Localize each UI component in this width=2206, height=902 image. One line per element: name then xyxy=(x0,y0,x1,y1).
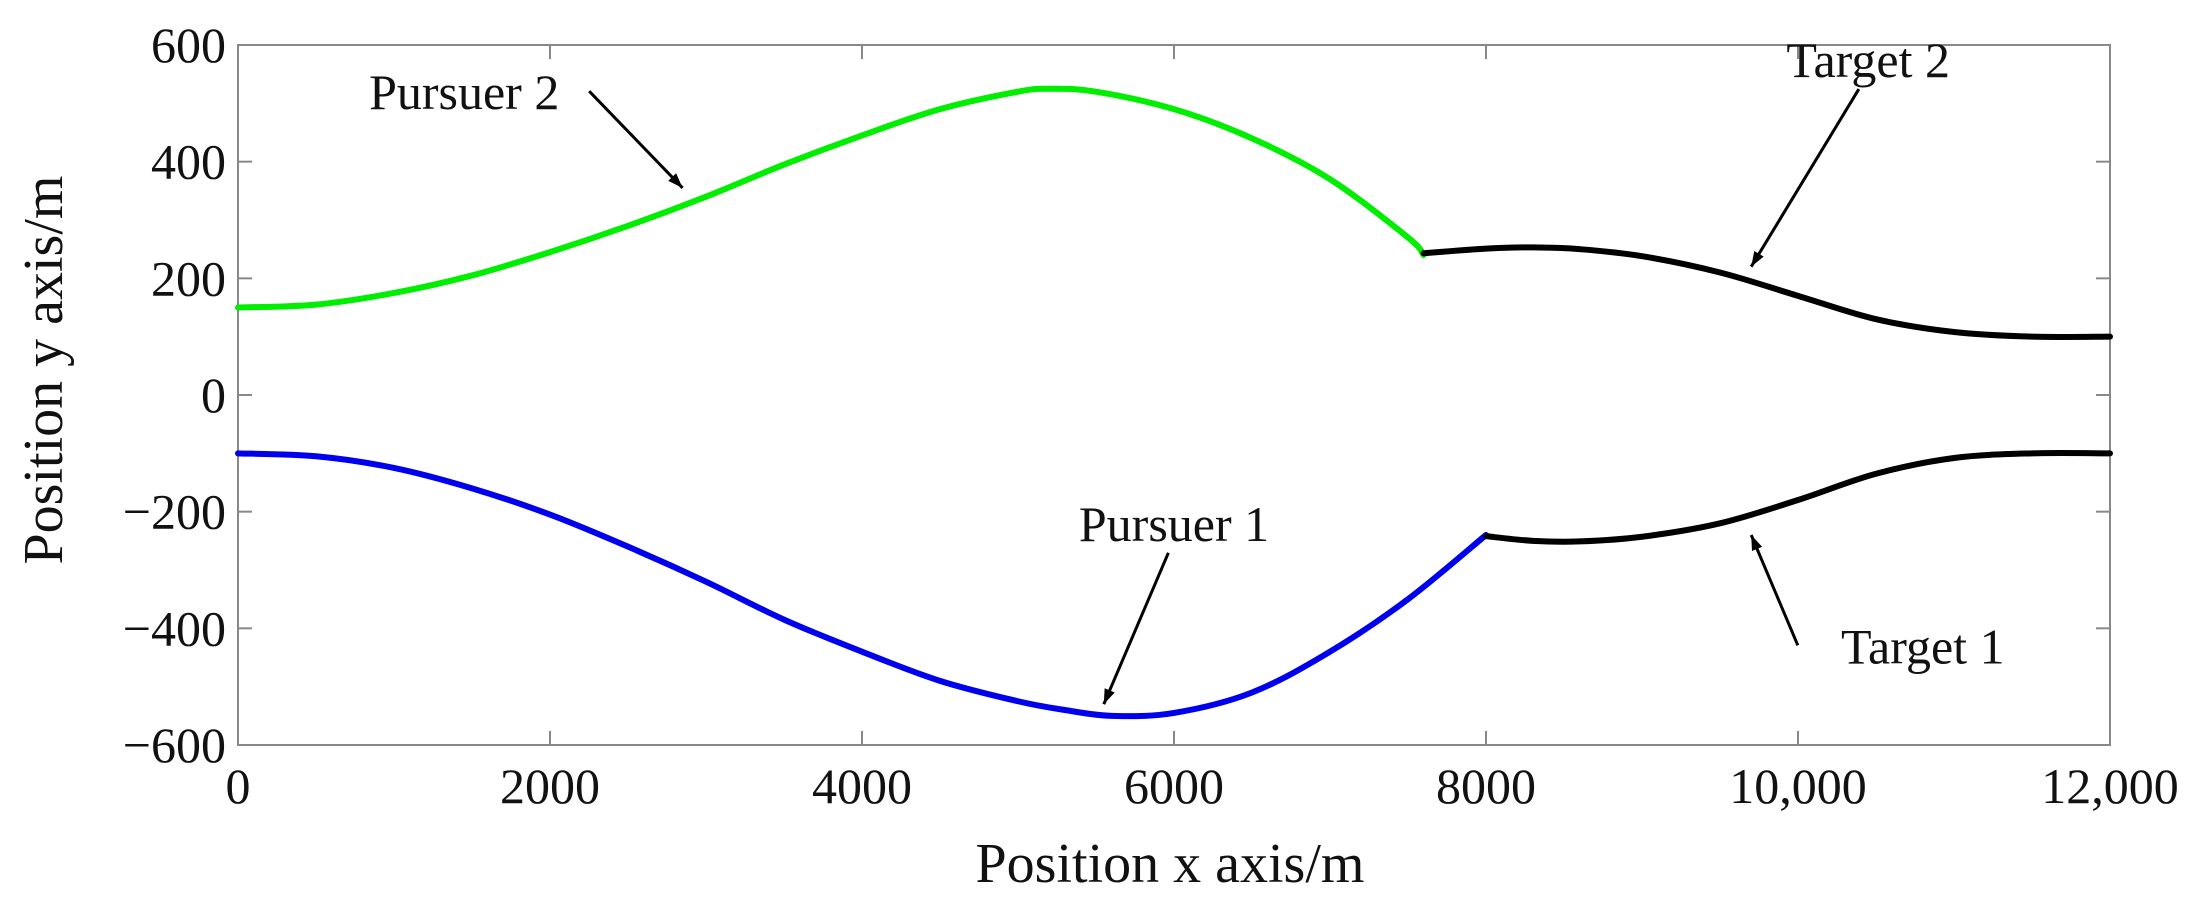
x-tick-label: 2000 xyxy=(500,758,600,814)
y-tick-label: −200 xyxy=(123,484,226,540)
annotation-leader-target-2 xyxy=(1749,88,1861,268)
annotation-arrowhead-pursuer-2 xyxy=(668,173,683,188)
annotation-leader-target-1 xyxy=(1749,534,1800,646)
annotation-leader-pursuer-1 xyxy=(1102,552,1170,705)
y-axis-label: Position y axis/m xyxy=(13,176,75,565)
annotation-arrowhead-target-2 xyxy=(1751,250,1764,267)
annotation-pursuer-1: Pursuer 1 xyxy=(1079,496,1269,552)
annotation-target-1: Target 1 xyxy=(1841,618,2005,674)
y-tick-label: −600 xyxy=(123,717,226,773)
plot-frame xyxy=(237,44,2111,746)
series-line-target-2 xyxy=(1420,244,2113,341)
x-tick-label: 4000 xyxy=(812,758,912,814)
series-line-pursuer-1 xyxy=(235,450,1489,720)
y-tick-label: 600 xyxy=(151,17,226,73)
series-layer xyxy=(235,85,2113,720)
annotation-leader-pursuer-2 xyxy=(588,90,684,189)
axes: 0 2000 4000 6000 8000 10,000 12,000−600−400−20… xyxy=(123,17,2179,814)
x-tick-label: 6000 xyxy=(1124,758,1224,814)
y-tick-label: −400 xyxy=(123,600,226,656)
y-tick-label: 400 xyxy=(151,134,226,190)
x-axis-label: Position x axis/m xyxy=(976,833,1365,895)
x-tick-label: 10,000 xyxy=(1729,758,1867,814)
y-tick-label: 200 xyxy=(151,250,226,306)
series-line-pursuer-2 xyxy=(235,85,1427,311)
annotation-pursuer-2: Pursuer 2 xyxy=(369,64,559,120)
annotation-arrowhead-target-1 xyxy=(1751,535,1763,551)
x-tick-label: 0 xyxy=(226,758,251,814)
series-line-target-1 xyxy=(1483,449,2113,545)
x-tick-label: 12,000 xyxy=(2041,758,2179,814)
x-tick-label: 8000 xyxy=(1436,758,1536,814)
y-tick-label: 0 xyxy=(201,367,226,423)
annotation-target-2: Target 2 xyxy=(1786,32,1950,88)
annotations: Pursuer 2 Target 2 Pursuer 1 Target 1 xyxy=(369,32,2005,705)
annotation-arrowhead-pursuer-1 xyxy=(1103,688,1115,705)
